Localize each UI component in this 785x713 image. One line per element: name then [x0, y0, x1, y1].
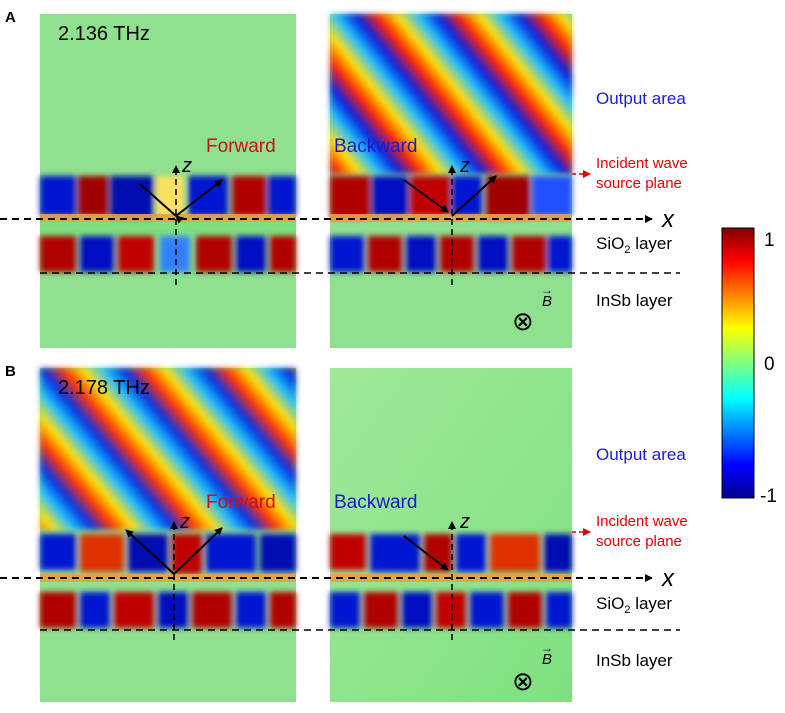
b-field-label-b: B: [542, 651, 552, 668]
colorbar-gradient: [721, 227, 755, 499]
insb-label-b: InSb layer: [596, 651, 673, 670]
output-area-label-b: Output area: [596, 445, 686, 464]
forward-label-a: Forward: [206, 136, 276, 157]
wave-vector-arrow: [403, 535, 449, 571]
x-axis-label-b: x: [661, 565, 675, 592]
sio2-label-a: SiO2 layer: [596, 234, 672, 256]
insb-label-a: InSb layer: [596, 291, 673, 310]
field-map-a-right: [330, 14, 572, 348]
b-field-symbol-b: ⊗: [512, 666, 534, 696]
output-area-label-a: Output area: [596, 89, 686, 108]
wave-vector-arrow: [451, 175, 497, 217]
z-axis-label-a-right: z: [459, 155, 470, 177]
field-map-b-right: [330, 368, 572, 702]
panel-a: A 2.136 THz Forward Backward z z x Outpu…: [0, 9, 688, 348]
b-field-arrow-a: →: [541, 283, 553, 297]
wave-vector-arrow: [403, 179, 449, 213]
panel-letter-b: B: [5, 363, 16, 380]
panel-letter-a: A: [5, 9, 16, 26]
z-axis-label-b-left: z: [179, 511, 190, 533]
backward-label-b: Backward: [334, 492, 417, 513]
wave-vector-arrow: [139, 183, 184, 224]
b-field-arrow-b: →: [541, 641, 553, 655]
sio2-label-b: SiO2 layer: [596, 594, 672, 616]
field-map-a-left: [40, 14, 296, 348]
wave-vector-arrow: [175, 179, 223, 217]
b-field-symbol-a: ⊗: [512, 306, 534, 336]
field-map-b-left: [40, 368, 296, 702]
z-axis-label-b-right: z: [459, 511, 470, 533]
backward-label-a: Backward: [334, 136, 417, 157]
incident-line1-b: Incident wave: [596, 513, 688, 530]
colorbar-min-label: -1: [760, 486, 777, 507]
wave-vector-arrow: [125, 529, 175, 575]
colorbar-mid-label: 0: [764, 354, 775, 375]
colorbar: 1 0 -1: [721, 227, 777, 507]
frequency-label-b: 2.178 THz: [58, 377, 150, 399]
incident-line2-b: source plane: [596, 533, 682, 550]
z-axis-label-a-left: z: [181, 155, 192, 177]
incident-line1-a: Incident wave: [596, 155, 688, 172]
incident-line2-a: source plane: [596, 175, 682, 192]
forward-label-b: Forward: [206, 492, 276, 513]
x-axis-label-a: x: [661, 206, 675, 233]
b-field-label-a: B: [542, 293, 552, 310]
panel-b: B 2.178 THz Forward Backward z z x Outpu…: [0, 363, 688, 702]
wave-vector-arrow: [173, 527, 223, 575]
colorbar-max-label: 1: [764, 230, 775, 251]
frequency-label-a: 2.136 THz: [58, 23, 150, 45]
